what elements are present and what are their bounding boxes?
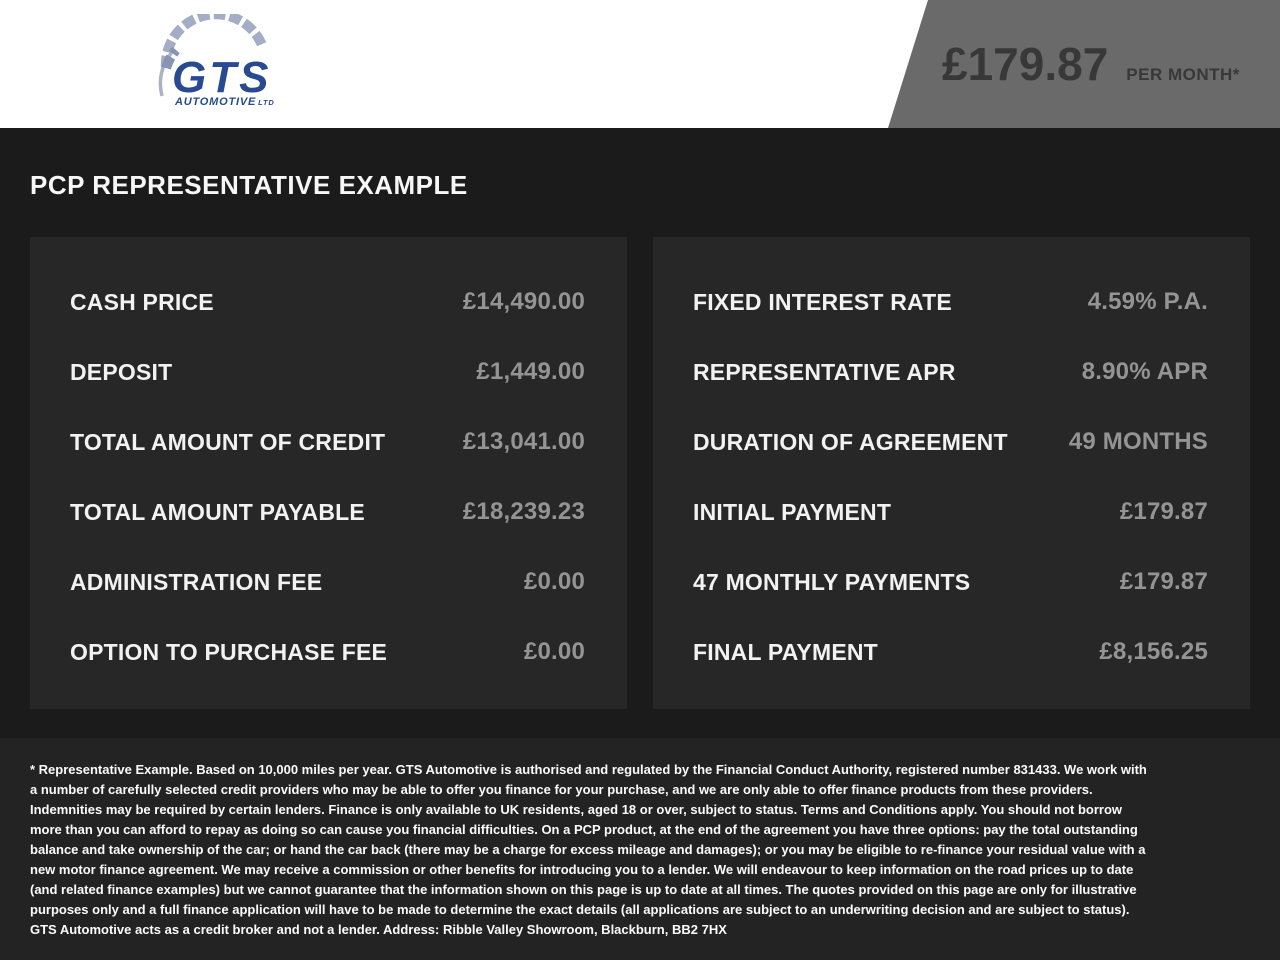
finance-row-deposit: DEPOSIT £1,449.00 xyxy=(70,337,585,407)
row-value: 49 MONTHS xyxy=(1068,428,1208,455)
logo-brand-text: GTS xyxy=(172,53,271,102)
row-label: ADMINISTRATION FEE xyxy=(70,568,323,595)
row-label: INITIAL PAYMENT xyxy=(693,498,892,525)
row-value: 8.90% APR xyxy=(1081,358,1208,385)
row-value: £18,239.23 xyxy=(462,498,585,525)
finance-row-total-payable: TOTAL AMOUNT PAYABLE £18,239.23 xyxy=(70,477,585,547)
page-header: GTS AUTOMOTIVE LTD £179.87 PER MONTH* xyxy=(0,0,1280,128)
row-label: TOTAL AMOUNT PAYABLE xyxy=(70,498,365,525)
row-label: TOTAL AMOUNT OF CREDIT xyxy=(70,428,386,455)
row-value: £179.87 xyxy=(1119,498,1208,525)
row-label: CASH PRICE xyxy=(70,288,214,315)
finance-row-fixed-interest-rate: FIXED INTEREST RATE 4.59% P.A. xyxy=(693,267,1208,337)
finance-row-representative-apr: REPRESENTATIVE APR 8.90% APR xyxy=(693,337,1208,407)
logo-gauge-arc-start-icon xyxy=(161,46,180,70)
monthly-price-flag: £179.87 PER MONTH* xyxy=(888,0,1280,128)
finance-panels: CASH PRICE £14,490.00 DEPOSIT £1,449.00 … xyxy=(30,237,1250,709)
finance-row-total-credit: TOTAL AMOUNT OF CREDIT £13,041.00 xyxy=(70,407,585,477)
row-label: OPTION TO PURCHASE FEE xyxy=(70,638,388,665)
logo-gauge-tail-icon xyxy=(158,50,174,97)
row-value: £179.87 xyxy=(1119,568,1208,595)
row-value: £0.00 xyxy=(523,568,585,595)
row-label: DURATION OF AGREEMENT xyxy=(693,428,1008,455)
finance-panel-left: CASH PRICE £14,490.00 DEPOSIT £1,449.00 … xyxy=(30,237,627,709)
finance-row-monthly-payments: 47 MONTHLY PAYMENTS £179.87 xyxy=(693,547,1208,617)
finance-row-admin-fee: ADMINISTRATION FEE £0.00 xyxy=(70,547,585,617)
logo-gauge-arc-icon xyxy=(160,14,267,69)
page-title: PCP REPRESENTATIVE EXAMPLE xyxy=(30,170,468,200)
finance-example-section: PCP REPRESENTATIVE EXAMPLE CASH PRICE £1… xyxy=(0,128,1280,738)
row-label: FINAL PAYMENT xyxy=(693,638,878,665)
disclaimer-text: * Representative Example. Based on 10,00… xyxy=(30,762,1147,937)
row-value: £13,041.00 xyxy=(462,428,585,455)
logo-subtitle-text: AUTOMOTIVE LTD xyxy=(174,96,275,108)
finance-panel-right: FIXED INTEREST RATE 4.59% P.A. REPRESENT… xyxy=(653,237,1250,709)
gts-automotive-logo: GTS AUTOMOTIVE LTD xyxy=(158,14,275,108)
row-label: 47 MONTHLY PAYMENTS xyxy=(693,568,971,595)
finance-row-cash-price: CASH PRICE £14,490.00 xyxy=(70,267,585,337)
row-value: £0.00 xyxy=(523,638,585,665)
finance-row-final-payment: FINAL PAYMENT £8,156.25 xyxy=(693,617,1208,687)
finance-row-duration: DURATION OF AGREEMENT 49 MONTHS xyxy=(693,407,1208,477)
row-value: £14,490.00 xyxy=(462,288,585,315)
disclaimer-footer: * Representative Example. Based on 10,00… xyxy=(0,738,1280,960)
logo-subtitle-suffix: LTD xyxy=(258,98,274,107)
row-value: 4.59% P.A. xyxy=(1087,288,1208,315)
row-label: REPRESENTATIVE APR xyxy=(693,358,956,385)
row-label: DEPOSIT xyxy=(70,358,173,385)
row-value: £1,449.00 xyxy=(476,358,585,385)
finance-row-option-to-purchase-fee: OPTION TO PURCHASE FEE £0.00 xyxy=(70,617,585,687)
finance-row-initial-payment: INITIAL PAYMENT £179.87 xyxy=(693,477,1208,547)
row-label: FIXED INTEREST RATE xyxy=(693,288,952,315)
monthly-price-period: PER MONTH* xyxy=(1126,65,1240,84)
monthly-price-amount: £179.87 xyxy=(942,38,1109,90)
row-value: £8,156.25 xyxy=(1099,638,1208,665)
